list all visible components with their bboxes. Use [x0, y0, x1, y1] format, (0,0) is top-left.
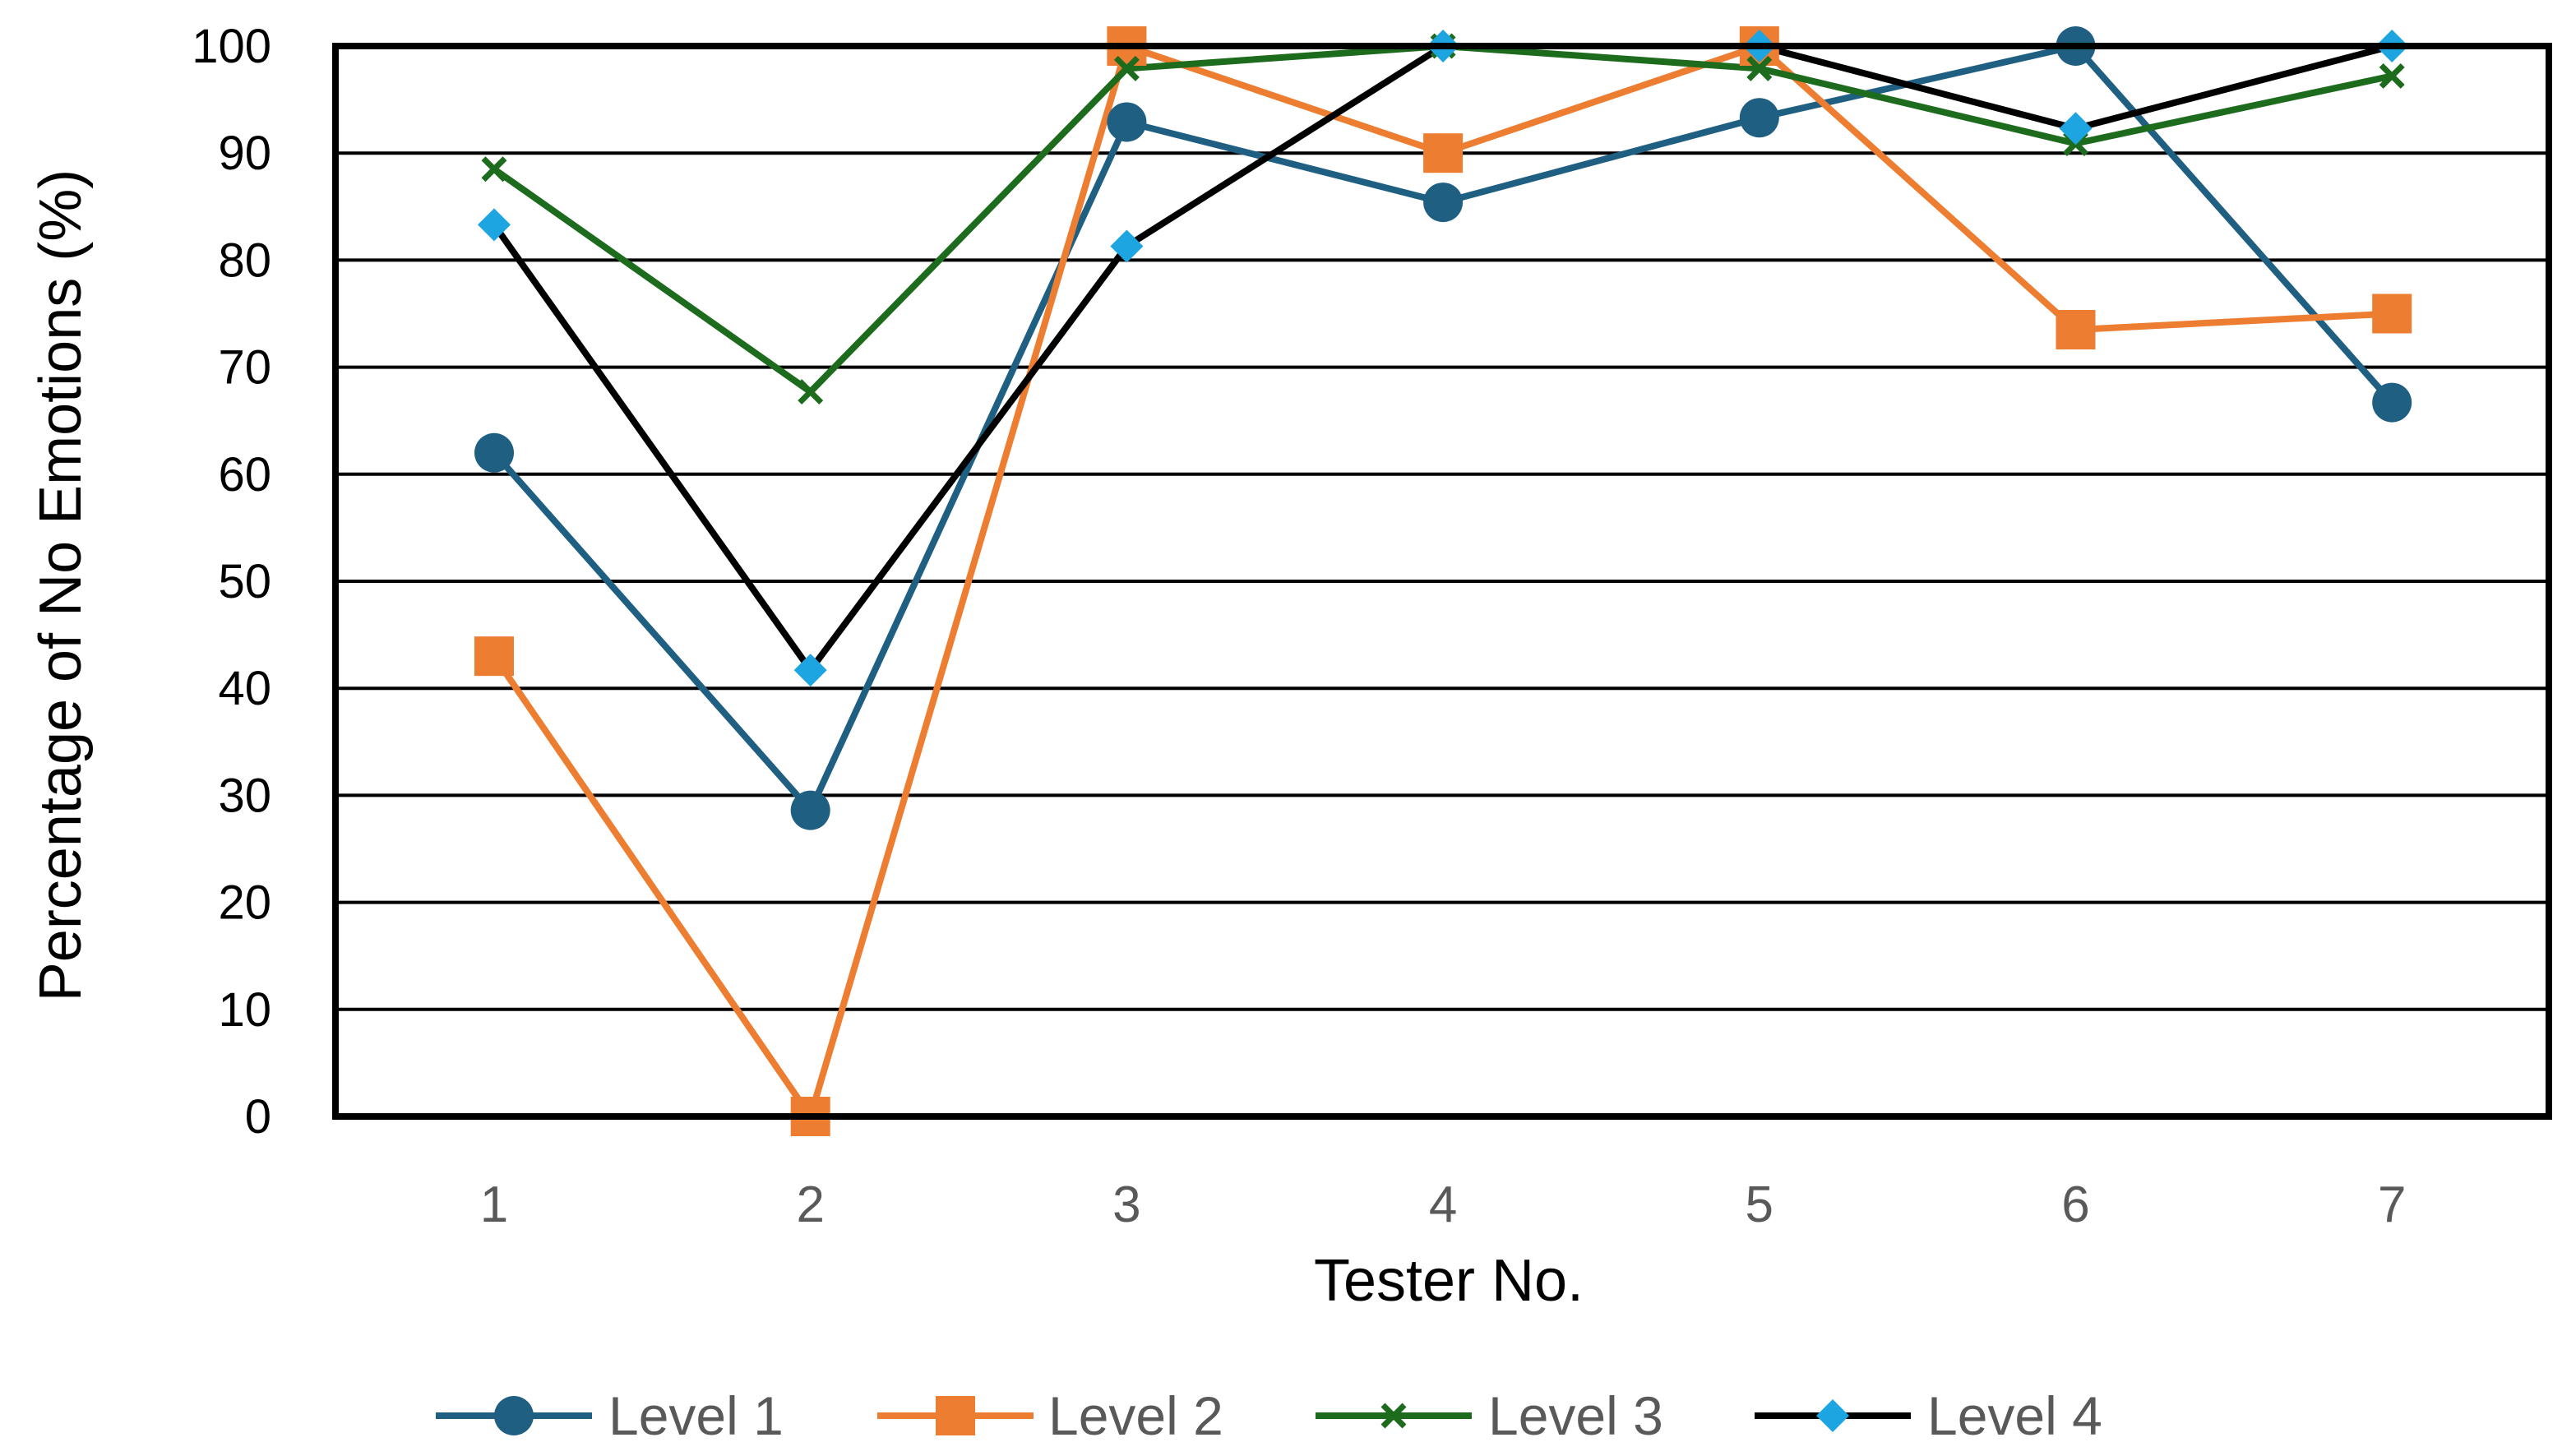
- legend-label: Level 1: [608, 1385, 784, 1446]
- legend-marker: [1816, 1399, 1849, 1432]
- data-point-level-1: [790, 790, 830, 830]
- legend-marker: [936, 1396, 975, 1435]
- data-point-level-1: [2372, 382, 2412, 423]
- x-tick-label: 2: [796, 1176, 824, 1233]
- data-point-level-2: [474, 636, 514, 677]
- y-tick-label: 100: [192, 20, 271, 73]
- data-point-level-3: [1746, 55, 1773, 81]
- y-tick-label: 0: [245, 1090, 271, 1144]
- gridlines: [335, 151, 2549, 1011]
- y-axis-tick-labels: 0 10 20 30 40 50 60 70 80 90 100: [192, 20, 271, 1144]
- x-tick-label: 6: [2061, 1176, 2089, 1233]
- legend-label: Level 2: [1048, 1385, 1223, 1446]
- y-tick-label: 50: [218, 555, 271, 608]
- x-tick-label: 3: [1112, 1176, 1140, 1233]
- plot-area-frame: [332, 43, 2552, 1120]
- legend: Level 1 Level 2 Level 3 Level 4: [436, 1385, 2102, 1446]
- y-tick-label: 80: [218, 233, 271, 287]
- data-point-level-4: [793, 654, 827, 687]
- data-point-level-2: [1423, 133, 1464, 173]
- legend-item-level-4: Level 4: [1755, 1385, 2102, 1446]
- y-tick-label: 20: [218, 876, 271, 930]
- data-point-level-3: [2379, 62, 2405, 89]
- y-tick-label: 90: [218, 127, 271, 180]
- y-tick-label: 30: [218, 769, 271, 822]
- y-tick-label: 10: [218, 983, 271, 1037]
- data-point-level-2: [2056, 310, 2096, 350]
- data-point-level-3: [1113, 55, 1140, 81]
- x-tick-label: 5: [1746, 1176, 1774, 1233]
- legend-marker: [494, 1396, 534, 1435]
- legend-marker: [1380, 1403, 1407, 1429]
- data-point-level-1: [474, 432, 514, 473]
- y-tick-label: 60: [218, 448, 271, 502]
- x-axis-title: Tester No.: [1314, 1248, 1584, 1314]
- x-tick-label: 7: [2378, 1176, 2406, 1233]
- legend-item-level-1: Level 1: [436, 1385, 784, 1446]
- data-point-level-1: [1107, 102, 1147, 142]
- data-point-level-1: [1739, 98, 1779, 138]
- legend-label: Level 3: [1488, 1385, 1663, 1446]
- legend-label: Level 4: [1927, 1385, 2102, 1446]
- series-markers: [474, 26, 2412, 1136]
- legend-item-level-2: Level 2: [877, 1385, 1223, 1446]
- data-point-level-3: [798, 379, 824, 405]
- y-axis-title: Percentage of No Emotions (%): [28, 169, 94, 1001]
- y-tick-label: 70: [218, 341, 271, 395]
- data-point-level-4: [478, 208, 511, 242]
- x-tick-label: 1: [480, 1176, 508, 1233]
- data-point-level-3: [481, 156, 507, 183]
- x-tick-label: 4: [1429, 1176, 1457, 1233]
- x-axis-tick-labels: 1 2 3 4 5 6 7: [480, 1176, 2407, 1233]
- legend-item-level-3: Level 3: [1316, 1385, 1663, 1446]
- data-point-level-1: [1423, 183, 1464, 223]
- y-tick-label: 40: [218, 662, 271, 715]
- data-point-level-4: [1110, 229, 1144, 263]
- data-point-level-2: [2372, 294, 2412, 334]
- data-point-level-4: [2059, 112, 2093, 146]
